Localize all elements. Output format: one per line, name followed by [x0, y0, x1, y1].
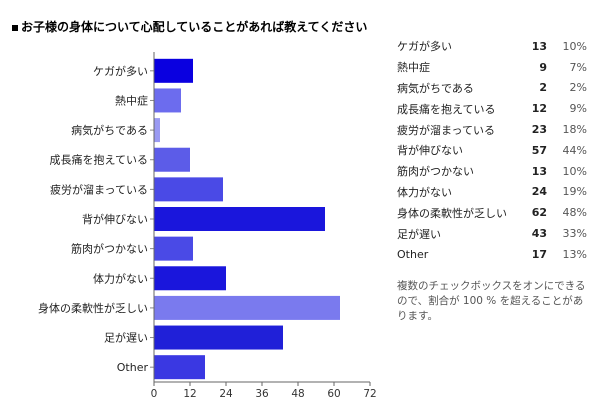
- x-tick-label: 48: [291, 388, 304, 400]
- stats-count: 12: [531, 102, 547, 116]
- stats-count: 13: [531, 39, 547, 53]
- stats-percent: 44%: [562, 143, 587, 157]
- stats-percent: 10%: [562, 164, 587, 178]
- category-label: ケガが多い: [93, 64, 148, 78]
- x-tick-label: 60: [327, 388, 340, 400]
- percentage-note: 複数のチェックボックスをオンにできるので、割合が 100 % を超えることがあり…: [397, 280, 586, 322]
- x-tick-label: 72: [363, 388, 376, 400]
- stats-row: 筋肉がつかない 13 10%: [397, 161, 587, 182]
- stats-count: 9: [539, 60, 547, 74]
- stats-percent: 10%: [562, 39, 587, 53]
- stats-label: 熱中症: [397, 61, 430, 75]
- stats-label: 足が遅い: [397, 227, 441, 241]
- category-label: 体力がない: [93, 271, 148, 285]
- stats-percent: 48%: [562, 206, 587, 220]
- stats-count: 24: [531, 185, 547, 199]
- stats-percent: 18%: [562, 123, 587, 137]
- stats-row: 体力がない 24 19%: [397, 182, 587, 203]
- stats-label: 体力がない: [397, 185, 452, 199]
- stats-row: 背が伸びない 57 44%: [397, 140, 587, 161]
- bar: [154, 236, 193, 261]
- category-label: 背が伸びない: [82, 212, 148, 226]
- stats-count: 17: [531, 247, 547, 261]
- chart-title: お子様の身体について心配していることがあれば教えてください: [12, 18, 367, 35]
- stats-count: 23: [531, 123, 547, 137]
- bar: [154, 177, 223, 202]
- stats-label: 病気がちである: [397, 81, 474, 95]
- category-label: 熱中症: [115, 93, 148, 107]
- stats-row: 身体の柔軟性が乏しい 62 48%: [397, 202, 587, 223]
- stats-count: 43: [531, 227, 547, 241]
- stats-label: 成長痛を抱えている: [397, 102, 496, 116]
- bar-chart: ケガが多い熱中症病気がちである成長痛を抱えている疲労が溜まっている背が伸びない筋…: [38, 52, 377, 400]
- category-label: 疲労が溜まっている: [50, 182, 148, 196]
- stats-row: Other 17 13%: [397, 244, 587, 265]
- category-label: 足が遅い: [104, 331, 148, 345]
- category-label: 筋肉がつかない: [71, 242, 148, 256]
- bar: [154, 118, 160, 143]
- bar: [154, 355, 205, 380]
- category-label: 身体の柔軟性が乏しい: [38, 301, 148, 315]
- stats-label: 疲労が溜まっている: [397, 123, 496, 137]
- category-label: Other: [117, 361, 149, 374]
- stats-label: ケガが多い: [397, 40, 452, 54]
- category-label: 病気がちである: [71, 123, 148, 137]
- stats-label: 背が伸びない: [397, 144, 463, 158]
- x-tick-label: 12: [183, 388, 196, 400]
- stats-percent: 9%: [569, 102, 587, 116]
- chart-title-text: お子様の身体について心配していることがあれば教えてください: [21, 20, 368, 34]
- stats-percent: 13%: [562, 247, 587, 261]
- bar: [154, 207, 325, 231]
- stats-label: 身体の柔軟性が乏しい: [397, 206, 507, 220]
- stats-percent: 19%: [562, 185, 587, 199]
- stats-row: 成長痛を抱えている 12 9%: [397, 98, 587, 119]
- bar: [154, 325, 283, 350]
- stats-percent: 2%: [569, 81, 587, 95]
- bar: [154, 295, 340, 320]
- stats-label: Other: [397, 247, 429, 261]
- stats-count: 13: [531, 164, 547, 178]
- stats-count: 2: [539, 81, 547, 95]
- stats-percent: 7%: [569, 60, 587, 74]
- x-tick-label: 36: [255, 388, 269, 400]
- bar: [154, 58, 193, 83]
- category-label: 成長痛を抱えている: [50, 153, 148, 167]
- bar: [154, 266, 226, 291]
- stats-count: 62: [531, 206, 547, 220]
- x-tick-label: 0: [151, 388, 158, 400]
- x-tick-label: 24: [219, 388, 233, 400]
- stats-row: 熱中症 9 7%: [397, 57, 587, 78]
- stats-label: 筋肉がつかない: [397, 165, 474, 179]
- title-bullet-icon: [12, 24, 18, 31]
- stats-count: 57: [531, 143, 547, 157]
- bar: [154, 147, 190, 172]
- stats-row: ケガが多い 13 10%: [397, 36, 587, 57]
- stats-row: 病気がちである 2 2%: [397, 78, 587, 99]
- stats-row: 疲労が溜まっている 23 18%: [397, 119, 587, 140]
- stats-percent: 33%: [562, 227, 587, 241]
- stats-row: 足が遅い 43 33%: [397, 223, 587, 244]
- stats-table: ケガが多い 13 10% 熱中症 9 7% 病気がちである 2 2% 成長痛を抱えている 12 9% 疲…: [397, 36, 587, 265]
- bar: [154, 88, 181, 113]
